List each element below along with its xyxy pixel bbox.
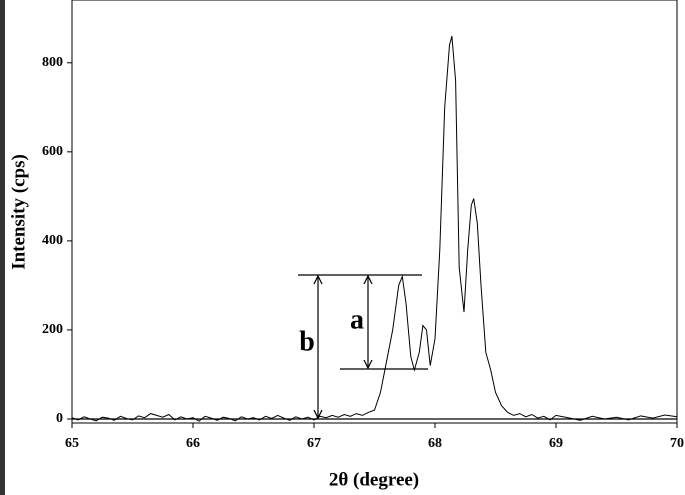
x-tick-label: 70 [670,436,684,451]
arrow-a-heads [363,274,373,370]
x-tick-label: 69 [549,436,563,451]
x-tick-label: 66 [186,436,200,451]
y-tick-label: 600 [42,144,63,159]
x-axis-label: 2θ (degree) [329,469,419,490]
x-tick-label: 68 [428,436,442,451]
y-tick-label: 200 [42,322,63,337]
x-tick-label: 67 [307,436,321,451]
y-tick-label: 0 [56,411,63,426]
x-tick-label: 65 [65,436,79,451]
data-line [71,35,678,422]
plot-frame [71,0,678,424]
y-tick-label: 800 [42,55,63,70]
annotation-lines [298,274,428,420]
y-tick-label: 400 [42,233,63,248]
annotation: b [299,326,315,357]
y-axis-label: Intensity (cps) [8,154,29,270]
annotation: a [350,304,364,335]
left-edge [0,0,5,495]
